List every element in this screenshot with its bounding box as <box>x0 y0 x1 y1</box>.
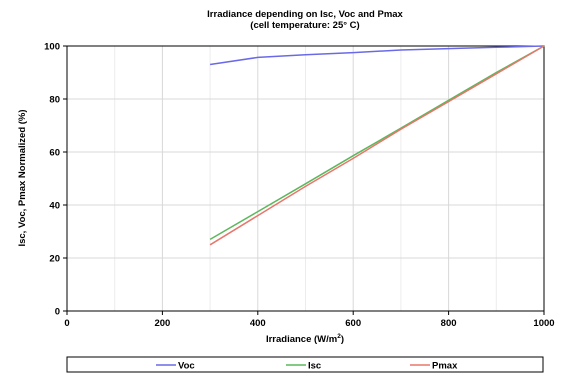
legend-label-pmax: Pmax <box>432 361 458 372</box>
y-tick-label: 60 <box>49 148 60 159</box>
series-line-pmax <box>209 45 545 246</box>
plot-area-frame <box>66 45 545 312</box>
y-axis-label: Isc, Voc, Pmax Normalized (%) <box>17 109 28 246</box>
x-tick-label: 600 <box>345 318 361 329</box>
x-axis-label: Irradiance (W/m2) <box>266 333 344 345</box>
grid <box>67 46 544 311</box>
y-tick-label: 40 <box>49 201 60 212</box>
x-axis-label-superscript: 2 <box>337 333 341 340</box>
chart-subtitle: (cell temperature: 25° C) <box>250 20 359 31</box>
y-tick-label: 80 <box>49 95 60 106</box>
y-tick-label: 20 <box>49 254 60 265</box>
legend: Voc Isc Pmax <box>156 361 458 372</box>
chart-title: Irradiance depending on Isc, Voc and Pma… <box>207 9 403 20</box>
series-lines <box>209 45 545 246</box>
axis-ticks: 0 200 400 600 800 1000 0 20 40 60 80 100 <box>44 42 554 330</box>
legend-label-isc: Isc <box>308 361 321 372</box>
legend-label-voc: Voc <box>178 361 195 372</box>
y-tick-label: 100 <box>44 42 60 53</box>
x-axis-label-text: Irradiance (W/m <box>266 334 337 345</box>
x-tick-label: 200 <box>154 318 170 329</box>
series-line-isc <box>209 45 545 241</box>
x-tick-label: 800 <box>441 318 457 329</box>
y-tick-label: 0 <box>55 307 60 318</box>
x-axis-label-close: ) <box>341 334 344 345</box>
x-tick-label: 400 <box>250 318 266 329</box>
x-tick-label: 0 <box>64 318 69 329</box>
x-tick-label: 1000 <box>533 318 554 329</box>
series-line-voc <box>209 45 545 66</box>
